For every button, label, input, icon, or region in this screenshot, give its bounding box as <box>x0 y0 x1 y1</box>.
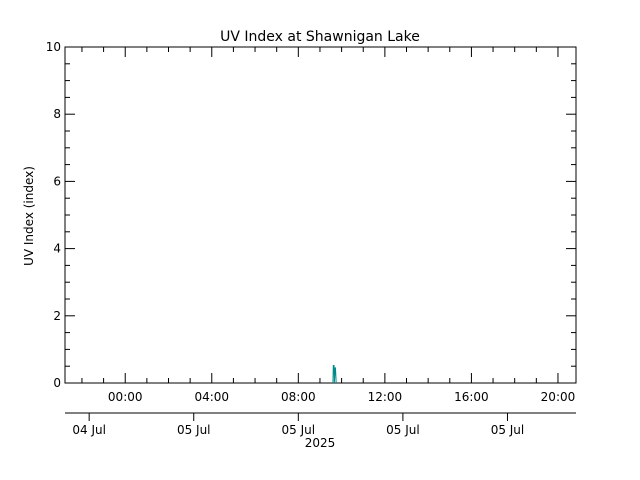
plot-frame <box>64 46 577 384</box>
uv-index-series-line <box>332 365 337 384</box>
date-tick-label: 05 Jul <box>177 423 211 437</box>
x-tick-label: 04:00 <box>194 390 229 404</box>
y-tick-label: 8 <box>53 107 61 121</box>
chart-title: UV Index at Shawnigan Lake <box>220 29 420 45</box>
date-tick-label: 04 Jul <box>72 423 106 437</box>
x-tick-label: 16:00 <box>454 390 489 404</box>
x-tick-label: 00:00 <box>108 390 143 404</box>
y-tick-label: 4 <box>53 242 61 256</box>
date-tick-label: 05 Jul <box>282 423 316 437</box>
y-tick-label: 10 <box>46 40 61 54</box>
x-tick-label: 20:00 <box>541 390 576 404</box>
y-tick-label: 0 <box>53 376 61 390</box>
y-tick-label: 2 <box>53 309 61 323</box>
plot-layer: 0 2 4 6 8 10 00:00 04:00 08:00 12:00 16:00 20:00 04 … <box>46 40 576 437</box>
y-tick-label: 6 <box>53 174 61 188</box>
date-tick-label: 05 Jul <box>386 423 420 437</box>
x-axis-year-label: 2025 <box>305 436 336 450</box>
date-tick-label: 05 Jul <box>491 423 525 437</box>
x-tick-label: 12:00 <box>368 390 403 404</box>
x-tick-label: 08:00 <box>281 390 316 404</box>
y-axis-label: UV Index (index) <box>22 166 36 266</box>
